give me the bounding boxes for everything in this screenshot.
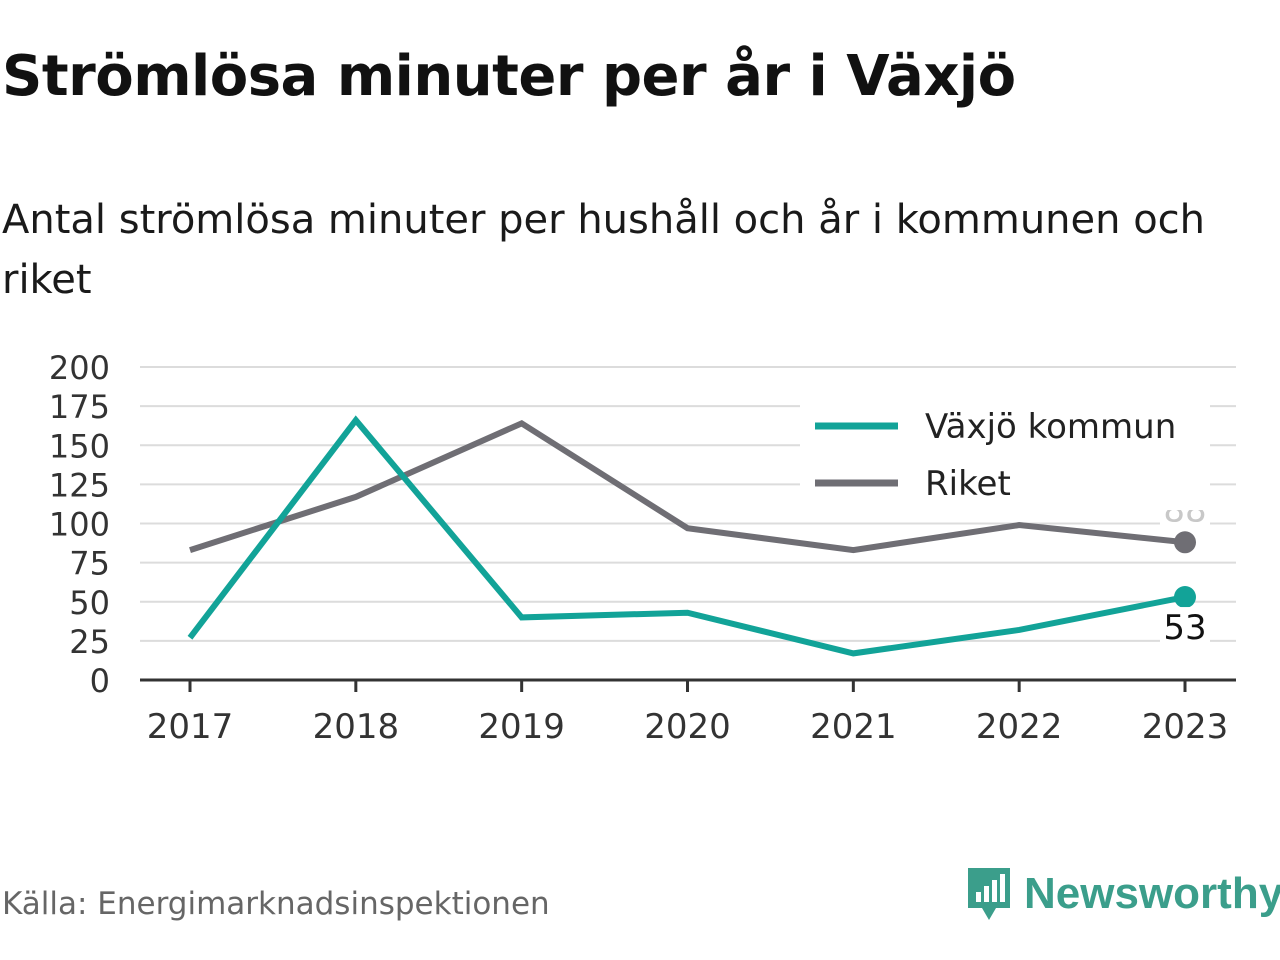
end-label-background	[1160, 607, 1210, 646]
y-tick-label: 175	[49, 388, 110, 426]
y-tick-label: 150	[49, 427, 110, 465]
y-tick-label: 100	[49, 506, 110, 544]
brand-logo: Newsworthy	[964, 864, 1280, 924]
end-label-vaxjo: 53	[1163, 608, 1206, 648]
legend-label: Riket	[925, 464, 1011, 504]
brand-name: Newsworthy	[1024, 869, 1280, 918]
source-note: Källa: Energimarknadsinspektionen	[2, 886, 550, 922]
newsworthy-logo-icon	[968, 868, 1010, 920]
x-tick-label: 2019	[478, 707, 565, 747]
chart-title: Strömlösa minuter per år i Växjö	[2, 44, 1016, 109]
y-tick-label: 0	[90, 662, 110, 700]
y-tick-label: 75	[69, 545, 110, 583]
y-tick-label: 125	[49, 466, 110, 504]
series-line	[189, 419, 1186, 554]
y-tick-label: 50	[69, 584, 110, 622]
legend-label: Växjö kommun	[925, 407, 1176, 447]
y-tick-label: 200	[49, 349, 110, 387]
x-tick-label: 2018	[313, 707, 400, 747]
y-tick-label: 25	[69, 623, 110, 661]
x-tick-label: 2021	[810, 707, 897, 747]
series-line	[187, 415, 1186, 657]
x-tick-label: 2017	[147, 707, 234, 747]
x-tick-label: 2020	[644, 707, 731, 747]
end-point-marker	[1174, 586, 1196, 609]
x-tick-label: 2022	[976, 707, 1063, 747]
end-point-marker	[1174, 531, 1196, 554]
legend-box	[800, 398, 1210, 510]
x-tick-label: 2023	[1142, 707, 1229, 747]
chart-subtitle: Antal strömlösa minuter per hushåll och …	[2, 197, 1206, 303]
